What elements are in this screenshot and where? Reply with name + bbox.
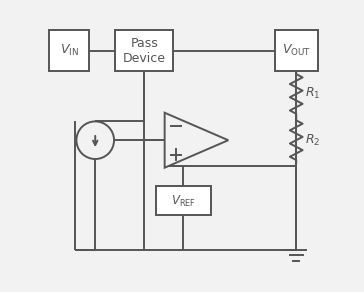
FancyBboxPatch shape: [156, 187, 211, 215]
FancyBboxPatch shape: [274, 30, 318, 71]
Text: Pass
Device: Pass Device: [123, 36, 166, 65]
Text: $V_{\mathrm{IN}}$: $V_{\mathrm{IN}}$: [60, 43, 79, 58]
Text: $R_2$: $R_2$: [305, 133, 321, 148]
FancyBboxPatch shape: [115, 30, 173, 71]
FancyBboxPatch shape: [49, 30, 90, 71]
Polygon shape: [165, 113, 228, 168]
Text: $V_{\mathrm{REF}}$: $V_{\mathrm{REF}}$: [171, 193, 196, 208]
Text: $V_{\mathrm{OUT}}$: $V_{\mathrm{OUT}}$: [282, 43, 311, 58]
Circle shape: [76, 121, 114, 159]
Text: $R_1$: $R_1$: [305, 86, 321, 102]
